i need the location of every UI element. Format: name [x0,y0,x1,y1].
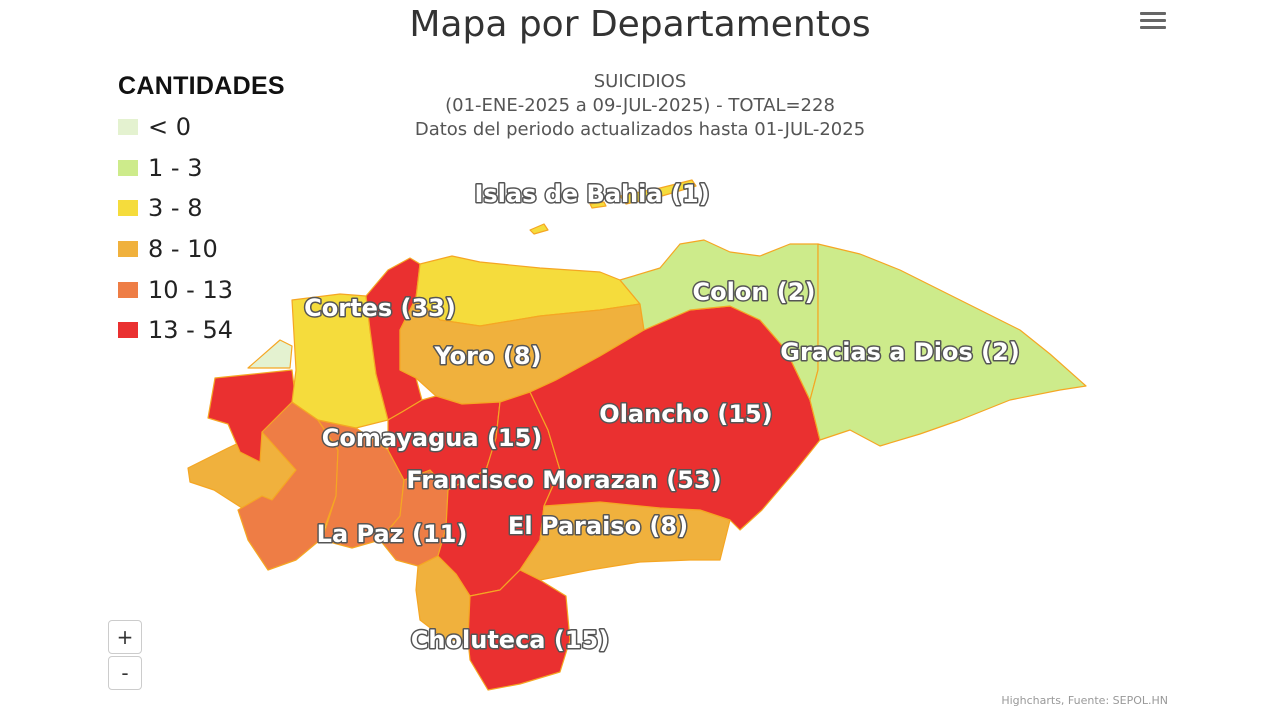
legend-item-lt0[interactable]: < 0 [118,107,285,148]
label-islas-de-bahia[interactable]: Islas de Bahia (1) [473,179,711,210]
label-colon[interactable]: Colon (2) [691,277,817,308]
region-islas-de-bahia-mid[interactable] [589,201,607,209]
legend-label: 8 - 10 [148,235,218,264]
legend-item-13-54[interactable]: 13 - 54 [118,310,285,351]
region-lt0[interactable] [247,339,293,369]
region-islas-de-bahia-east[interactable] [619,179,697,205]
credits[interactable]: Highcharts, Fuente: SEPOL.HN [1001,694,1168,707]
legend-item-10-13[interactable]: 10 - 13 [118,269,285,310]
subtitle-line-1: SUICIDIOS [593,71,687,92]
region-choluteca[interactable] [467,569,571,691]
legend: CANTIDADES < 0 1 - 3 3 - 8 8 - 10 10 - 1… [118,72,285,351]
hamburger-menu-icon[interactable] [1140,12,1166,34]
legend-title: CANTIDADES [118,72,285,100]
legend-label: 10 - 13 [148,275,233,304]
label-comayagua[interactable]: Comayagua (15) [320,423,544,454]
zoom-out-button[interactable]: - [108,656,142,690]
zoom-in-button[interactable]: + [108,620,142,654]
label-yoro[interactable]: Yoro (8) [432,341,543,372]
label-olancho[interactable]: Olancho (15) [598,399,774,430]
legend-item-1-3[interactable]: 1 - 3 [118,148,285,189]
label-cortes[interactable]: Cortes (33) [303,293,458,324]
legend-swatch [118,159,138,176]
legend-swatch [118,200,138,217]
legend-label: 3 - 8 [148,194,203,223]
legend-label: 1 - 3 [148,153,203,182]
chart-subtitle: SUICIDIOS (01-ENE-2025 a 09-JUL-2025) - … [300,70,980,142]
region-islas-de-bahia[interactable] [529,223,549,235]
legend-swatch [118,322,138,339]
legend-label: 13 - 54 [148,316,233,345]
legend-label: < 0 [148,113,192,142]
label-francisco-morazan[interactable]: Francisco Morazan (53) [405,465,723,496]
subtitle-line-2: (01-ENE-2025 a 09-JUL-2025) - TOTAL=228 [445,95,835,116]
label-gracias-a-dios[interactable]: Gracias a Dios (2) [779,337,1021,368]
legend-swatch [118,281,138,298]
chart-title: Mapa por Departamentos [409,4,871,45]
region-gracias-a-dios[interactable] [809,243,1087,447]
legend-item-8-10[interactable]: 8 - 10 [118,229,285,270]
label-el-paraiso[interactable]: El Paraiso (8) [506,511,689,542]
legend-swatch [118,241,138,258]
legend-swatch [118,119,138,136]
subtitle-line-3: Datos del periodo actualizados hasta 01-… [414,119,866,140]
label-choluteca[interactable]: Choluteca (15) [409,625,610,656]
label-la-paz[interactable]: La Paz (11) [315,519,469,550]
legend-item-3-8[interactable]: 3 - 8 [118,188,285,229]
